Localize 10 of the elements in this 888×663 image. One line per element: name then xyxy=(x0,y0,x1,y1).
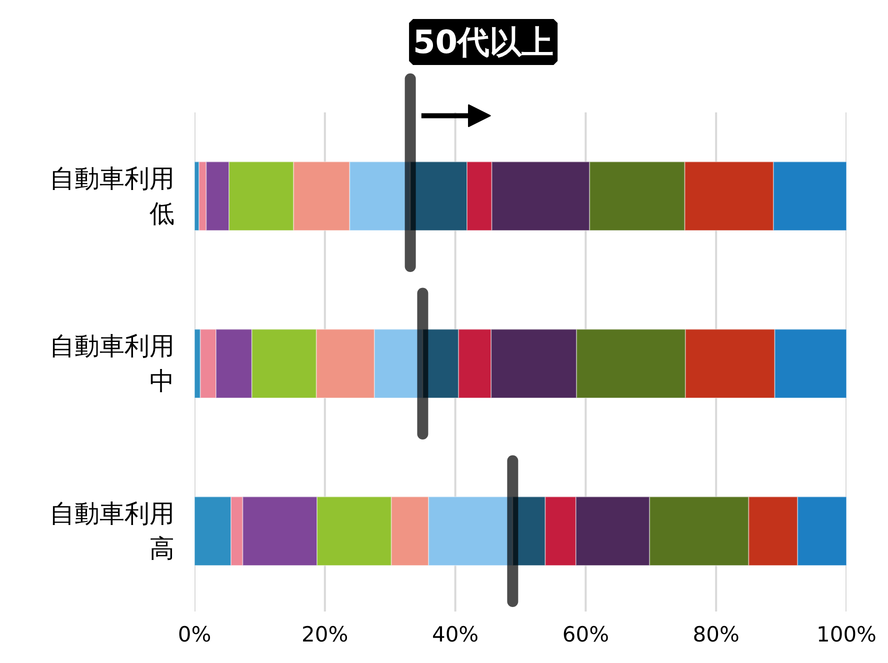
x-tick-label: 60% xyxy=(562,622,610,646)
x-tick-label: 80% xyxy=(692,622,740,646)
y-tick-label: 自動車利用低 xyxy=(50,164,174,228)
x-tick-label: 40% xyxy=(432,622,479,646)
y-tick-label: 自動車利用高 xyxy=(50,499,174,563)
x-tick-label: 100% xyxy=(816,622,877,646)
y-tick-label: 自動車利用中 xyxy=(50,332,174,396)
ref-line-label: 50代以上 xyxy=(413,23,554,61)
x-tick-label: 0% xyxy=(178,622,212,646)
x-tick-label: 20% xyxy=(302,622,348,646)
